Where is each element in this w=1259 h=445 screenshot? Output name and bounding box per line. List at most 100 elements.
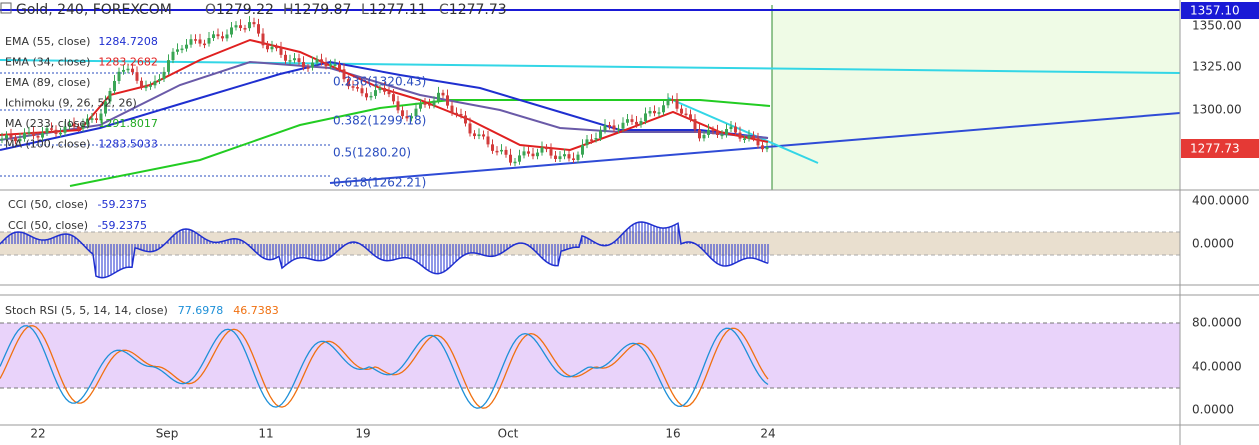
stoch-label: Stoch RSI (5, 5, 14, 14, close) 77.6978 46… (5, 304, 279, 317)
candle (612, 125, 616, 130)
candle (662, 105, 665, 113)
candle (126, 68, 130, 71)
support-trend (329, 112, 1181, 184)
candle (401, 110, 404, 117)
candle (576, 154, 580, 160)
candle (234, 25, 238, 28)
ohlc-item: L1277.11 (361, 2, 427, 18)
candle (518, 155, 521, 162)
candle (432, 100, 436, 106)
candle (477, 134, 481, 137)
candle (698, 129, 701, 139)
indicator-label: EMA (55, close) 1284.7208 (5, 35, 158, 48)
candle (257, 24, 260, 34)
candle (500, 149, 503, 152)
candle (693, 119, 697, 130)
candle (473, 133, 476, 137)
candle (320, 59, 323, 63)
top-badge: 1357.10 (1190, 4, 1240, 18)
candle (450, 105, 454, 113)
candle (171, 51, 175, 61)
candle (617, 128, 620, 131)
candle (72, 123, 76, 127)
candle (347, 79, 350, 87)
date-label: 16 (665, 427, 680, 441)
indicator-label: EMA (34, close) 1283.2682 (5, 56, 158, 69)
candle (549, 149, 553, 156)
candle (657, 112, 661, 114)
candle (725, 129, 728, 135)
last-badge: 1277.73 (1190, 142, 1240, 156)
candle (77, 126, 80, 129)
candle (95, 118, 98, 121)
candle (68, 123, 71, 127)
candle (63, 126, 67, 133)
candle (221, 36, 224, 39)
candle (59, 132, 62, 135)
candle (225, 34, 229, 39)
candle (599, 130, 602, 138)
candle (216, 34, 220, 37)
candle (648, 110, 652, 114)
candle (180, 48, 184, 51)
candle (756, 138, 760, 146)
ohlc-item: C1277.73 (439, 2, 507, 18)
date-label: 19 (355, 427, 370, 441)
candle (270, 46, 274, 50)
date-axis: 22 Sep 11 19 Oct 16 24 (30, 427, 775, 441)
candle (671, 99, 674, 101)
candle (590, 139, 593, 141)
candle (54, 129, 58, 134)
candle (333, 64, 337, 66)
candle (423, 103, 427, 105)
price-tick: 1300.00 (1192, 103, 1242, 117)
candle (752, 135, 755, 139)
price-tick: 1325.00 (1192, 60, 1242, 74)
symbol: Gold, 240, FOREXCOM (16, 2, 172, 18)
candle (743, 138, 746, 140)
candle (531, 153, 535, 157)
candle (405, 116, 409, 119)
indicator-label: MA (233, close) 1291.8017 (5, 117, 158, 130)
collapse-icon[interactable] (0, 2, 12, 14)
stoch-plot (0, 325, 769, 409)
candle (644, 113, 647, 122)
candle (536, 152, 539, 157)
candle (329, 64, 332, 67)
candle (243, 28, 247, 30)
candle (158, 79, 161, 81)
candle (99, 113, 103, 121)
date-label: Sep (156, 427, 179, 441)
candle (360, 88, 364, 94)
candle (414, 108, 418, 117)
date-label: Oct (498, 427, 519, 441)
candle (32, 131, 35, 136)
candle (707, 129, 710, 135)
candle (113, 80, 116, 92)
candle (383, 87, 386, 92)
ohlc-item: O1279.22 (205, 2, 274, 18)
candle (108, 91, 112, 102)
cyan-short-trend (667, 97, 819, 164)
candle (5, 134, 8, 139)
candle (522, 151, 526, 156)
cci-tick: 0.0000 (1192, 237, 1234, 251)
candle (527, 151, 530, 154)
candle (572, 158, 575, 160)
candle (558, 156, 562, 159)
candle (198, 39, 202, 44)
candle (104, 101, 107, 114)
fib-label: 0.236(1320.43) (333, 75, 426, 89)
candle (176, 49, 179, 52)
candle (14, 137, 17, 142)
cci-tick: 400.0000 (1192, 194, 1249, 208)
candle (378, 87, 382, 91)
candle (203, 43, 206, 46)
candle (356, 87, 359, 89)
candle (437, 92, 440, 101)
candle (306, 67, 310, 69)
candle (365, 93, 368, 98)
candle (455, 112, 458, 115)
candle (324, 62, 328, 67)
candle (392, 94, 395, 102)
